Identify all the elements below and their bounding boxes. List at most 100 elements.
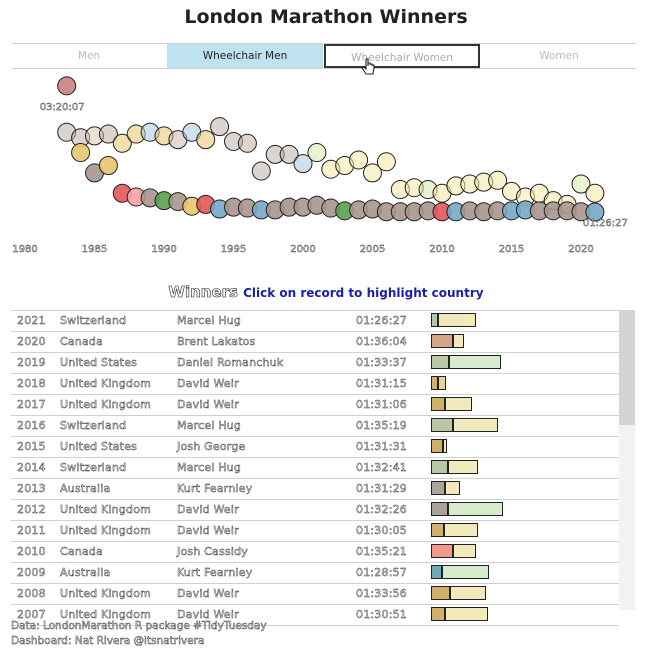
table-row[interactable]: 2018 United Kingdom David Weir 01:31:15 [11,374,619,395]
split-bar-first [431,460,448,474]
split-bar-second [450,586,486,600]
country-cell: United Kingdom [60,587,152,600]
tab-wheelchair-men[interactable]: Wheelchair Men [167,44,323,68]
faded-point[interactable] [237,133,257,153]
x-tick-label: 2005 [360,244,385,255]
year-cell: 2012 [17,503,46,516]
faded-point[interactable] [293,154,313,174]
split-bar-second [453,544,476,558]
tab-men[interactable]: Men [77,50,101,62]
table-row[interactable]: 2009 Australia Kurt Fearnley 01:28:57 [11,563,619,584]
split-bar-first [431,418,453,432]
x-tick-label: 1995 [221,244,246,255]
x-tick-label: 2010 [429,244,454,255]
athlete-cell: David Weir [177,377,239,390]
tab-women[interactable]: Women [539,50,579,62]
faded-point[interactable] [98,124,118,144]
winner-point[interactable] [71,143,91,163]
table-row[interactable]: 2014 Switzerland Marcel Hug 01:32:41 [11,458,619,479]
table-row[interactable]: 2012 United Kingdom David Weir 01:32:26 [11,500,619,521]
faded-point[interactable] [488,170,508,190]
faded-point[interactable] [585,183,605,203]
athlete-cell: Josh George [177,440,246,453]
time-cell: 01:35:21 [356,545,408,558]
split-bar-second [445,607,488,621]
year-cell: 2016 [17,419,46,432]
table-row[interactable]: 2007 United Kingdom David Weir 01:30:51 [11,605,619,626]
table-row[interactable]: 2017 United Kingdom David Weir 01:31:06 [11,395,619,416]
winner-point[interactable] [585,202,605,222]
table-row[interactable]: 2013 Australia Kurt Fearnley 01:31:29 [11,479,619,500]
x-tick-label: 1980 [12,244,37,255]
split-bar-second [438,376,446,390]
split-bar-first [431,544,453,558]
time-cell: 01:30:51 [356,608,408,621]
year-cell: 2014 [17,461,46,474]
table-row[interactable]: 2020 Canada Brent Lakatos 01:36:04 [11,332,619,353]
year-cell: 2009 [17,566,46,579]
country-cell: United Kingdom [60,503,152,516]
country-cell: United Kingdom [60,398,152,411]
split-bar-second [445,397,472,411]
split-bar-second [453,418,498,432]
split-bar-first [431,397,445,411]
winner-point[interactable] [98,156,118,176]
athlete-cell: Brent Lakatos [177,335,256,348]
table-subtitle: Winners Click on record to highlight cou… [0,282,652,302]
table-row[interactable]: 2019 United States Daniel Romanchuk 01:33:3… [11,353,619,374]
split-bar-first [431,439,443,453]
winner-point[interactable] [57,76,77,96]
time-cell: 01:26:27 [356,314,408,327]
faded-point[interactable] [196,130,216,150]
time-cell: 01:33:56 [356,587,408,600]
time-cell: 01:33:37 [356,356,408,369]
year-cell: 2021 [17,314,46,327]
tab-wheelchair-women[interactable]: Wheelchair Women [324,44,480,68]
table-row[interactable]: 2015 United States Josh George 01:31:31 [11,437,619,458]
country-cell: United Kingdom [60,377,152,390]
athlete-cell: Josh Cassidy [177,545,249,558]
table-row[interactable]: 2021 Switzerland Marcel Hug 01:26:27 [11,310,619,332]
faded-point[interactable] [307,143,327,163]
faded-point[interactable] [210,117,230,137]
scrollbar-thumb[interactable] [619,310,635,425]
page-title: London Marathon Winners [184,6,468,28]
table-row[interactable]: 2010 Canada Josh Cassidy 01:35:21 [11,542,619,563]
split-bar-first [431,376,438,390]
table-row[interactable]: 2008 United Kingdom David Weir 01:33:56 [11,584,619,605]
year-cell: 2015 [17,440,46,453]
faded-point[interactable] [376,152,396,172]
x-tick-label: 2015 [499,244,524,255]
faded-point[interactable] [363,163,382,183]
country-cell: Switzerland [60,419,127,432]
country-cell: Canada [60,545,104,558]
x-tick-label: 2020 [568,244,593,255]
split-bar-second [448,502,503,516]
click-hint: Click on record to highlight country [243,286,484,300]
faded-point[interactable] [112,133,132,153]
country-cell: United Kingdom [60,608,152,621]
year-cell: 2007 [17,608,46,621]
faded-point[interactable] [251,161,271,181]
faded-point[interactable] [279,144,299,164]
faded-point[interactable] [571,174,591,194]
athlete-cell: Daniel Romanchuk [177,356,284,369]
faded-points [57,117,605,214]
hand-cursor-icon [361,58,375,75]
x-axis-ticks: 1980 1985 1990 1995 2000 2005 2010 2015 2020 [12,244,594,255]
split-bar-first [431,607,445,621]
year-cell: 2018 [17,377,46,390]
split-bar-second [443,439,447,453]
faded-point[interactable] [349,150,369,170]
athlete-cell: David Weir [177,608,239,621]
table-row[interactable]: 2016 Switzerland Marcel Hug 01:35:19 [11,416,619,437]
country-cell: United Kingdom [60,524,152,537]
table-scrollbar[interactable] [619,310,635,610]
athlete-cell: Kurt Fearnley [177,482,253,495]
time-cell: 01:31:15 [356,377,408,390]
table-row[interactable]: 2011 United Kingdom David Weir 01:30:05 [11,521,619,542]
winners-table: 2021 Switzerland Marcel Hug 01:26:27 2020 Can… [11,310,619,626]
x-tick-label: 1990 [151,244,176,255]
x-tick-label: 1985 [82,244,107,255]
split-bar-first [431,586,450,600]
